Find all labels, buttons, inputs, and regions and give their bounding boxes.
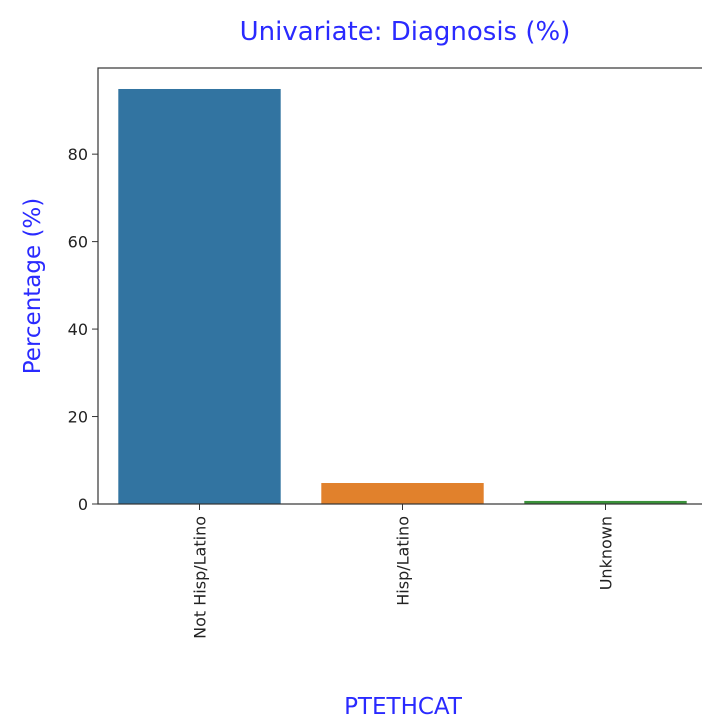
x-tick-label: Not Hisp/Latino bbox=[191, 516, 210, 639]
x-tick-label: Unknown bbox=[597, 516, 616, 590]
bar bbox=[321, 483, 484, 504]
y-tick-label: 0 bbox=[78, 495, 88, 514]
x-axis-label: PTETHCAT bbox=[344, 694, 463, 720]
y-tick-label: 60 bbox=[68, 233, 88, 252]
y-tick-label: 80 bbox=[68, 145, 88, 164]
bar bbox=[118, 88, 281, 505]
bar bbox=[524, 500, 687, 504]
y-tick-label: 20 bbox=[68, 408, 88, 427]
plot-frame bbox=[97, 67, 702, 505]
y-tick-label: 40 bbox=[68, 320, 88, 339]
y-axis-label: Percentage (%) bbox=[20, 198, 46, 375]
x-tick-label: Hisp/Latino bbox=[394, 516, 413, 606]
chart-title: Univariate: Diagnosis (%) bbox=[240, 17, 571, 47]
